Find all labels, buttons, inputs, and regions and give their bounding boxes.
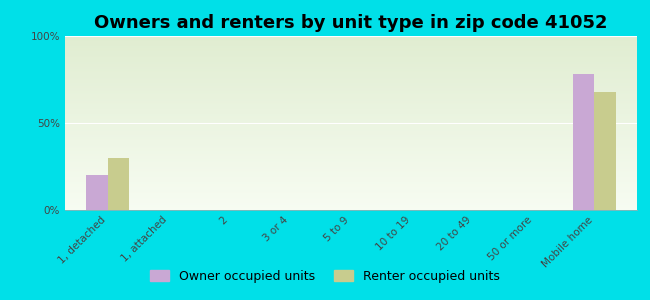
Bar <box>594 92 616 210</box>
Bar <box>108 158 129 210</box>
Bar <box>573 74 594 210</box>
Title: Owners and renters by unit type in zip code 41052: Owners and renters by unit type in zip c… <box>94 14 608 32</box>
Bar <box>86 175 108 210</box>
Legend: Owner occupied units, Renter occupied units: Owner occupied units, Renter occupied un… <box>146 265 504 288</box>
